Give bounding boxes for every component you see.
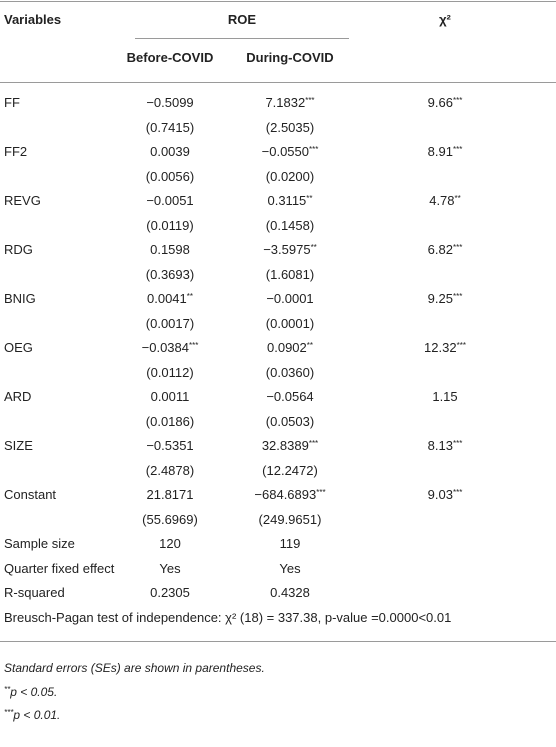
- cell: 32.8389***: [261, 438, 319, 453]
- cell: 0.0011: [150, 389, 190, 404]
- se-cell: (0.1458): [265, 217, 315, 233]
- cell: −0.0550***: [261, 144, 319, 159]
- cell: 0.3115**: [267, 193, 313, 208]
- cell: −0.0384***: [141, 340, 199, 355]
- se-cell: (0.0119): [146, 217, 194, 233]
- cell: 6.82***: [427, 242, 463, 257]
- se-cell: (249.9651): [258, 511, 322, 527]
- se-cell: (2.4878): [145, 462, 195, 478]
- se-cell: (55.6969): [142, 511, 198, 527]
- cell: 21.8171: [146, 487, 194, 502]
- se-cell: (0.0056): [145, 168, 195, 184]
- stat-label: Sample size: [4, 536, 75, 551]
- row-label: REVG: [4, 193, 41, 208]
- cell: −684.6893***: [254, 487, 326, 502]
- cell: 4.78**: [429, 193, 461, 208]
- se-cell: (0.3693): [145, 266, 195, 282]
- row-label: FF2: [4, 144, 28, 159]
- stat-cell: 0.4328: [270, 585, 310, 600]
- row-label: RDG: [4, 242, 33, 257]
- cell: −0.0051: [146, 193, 194, 208]
- row-label: ARD: [4, 389, 32, 404]
- header-chi: χ²: [439, 12, 451, 27]
- se-cell: (0.0001): [265, 315, 315, 331]
- stat-cell: 120: [159, 536, 181, 551]
- row-label: FF: [4, 95, 20, 110]
- cell: −0.0564: [266, 389, 314, 404]
- se-cell: (0.0017): [145, 315, 195, 331]
- body-rule: [0, 641, 556, 642]
- cell: −3.5975**: [263, 242, 317, 257]
- cell: 0.0041**: [147, 291, 193, 306]
- se-cell: (0.0503): [265, 413, 315, 429]
- stat-cell: Yes: [159, 560, 181, 576]
- footnote: ***p < 0.01.: [4, 708, 61, 722]
- cell: 9.03***: [427, 487, 463, 502]
- cell: 9.25***: [427, 291, 463, 306]
- cell: −0.5099: [146, 95, 194, 110]
- header-column: During-COVID: [246, 50, 334, 65]
- header-column: Before-COVID: [126, 50, 214, 65]
- cell: −0.5351: [146, 438, 194, 453]
- stat-label: R-squared: [4, 585, 65, 600]
- header-group: ROE: [227, 12, 257, 27]
- cell: 8.13***: [427, 438, 463, 453]
- cell: 0.0902**: [267, 340, 313, 355]
- cell: −0.0001: [266, 291, 314, 306]
- row-label: BNIG: [4, 291, 36, 306]
- footnote: **p < 0.05.: [4, 685, 58, 699]
- cell: 1.15: [432, 389, 458, 404]
- se-cell: (0.0200): [265, 168, 315, 184]
- stat-label: Quarter fixed effect: [4, 560, 115, 576]
- se-cell: (1.6081): [265, 266, 315, 282]
- cell: 0.1598: [150, 242, 190, 257]
- stat-cell: 119: [279, 536, 301, 551]
- header-variables: Variables: [4, 12, 62, 27]
- se-cell: (2.5035): [265, 119, 315, 135]
- stat-cell: Yes: [279, 560, 301, 576]
- footnote: Standard errors (SEs) are shown in paren…: [4, 661, 265, 675]
- se-cell: (0.0360): [265, 364, 315, 380]
- cell: 12.32***: [424, 340, 466, 355]
- row-label: SIZE: [4, 438, 33, 453]
- group-rule: [135, 38, 349, 39]
- stat-cell: 0.2305: [150, 585, 190, 600]
- header-rule: [0, 82, 556, 83]
- se-cell: (0.7415): [145, 119, 195, 135]
- cell: 7.1832***: [265, 95, 315, 110]
- test-note: Breusch-Pagan test of independence: χ² (…: [4, 609, 452, 625]
- cell: 9.66***: [427, 95, 463, 110]
- cell: 0.0039: [150, 144, 190, 159]
- se-cell: (0.0112): [146, 364, 194, 380]
- se-cell: (12.2472): [262, 462, 318, 478]
- row-label: Constant: [4, 487, 57, 502]
- top-rule: [0, 1, 556, 2]
- cell: 8.91***: [427, 144, 463, 159]
- row-label: OEG: [4, 340, 33, 355]
- se-cell: (0.0186): [145, 413, 195, 429]
